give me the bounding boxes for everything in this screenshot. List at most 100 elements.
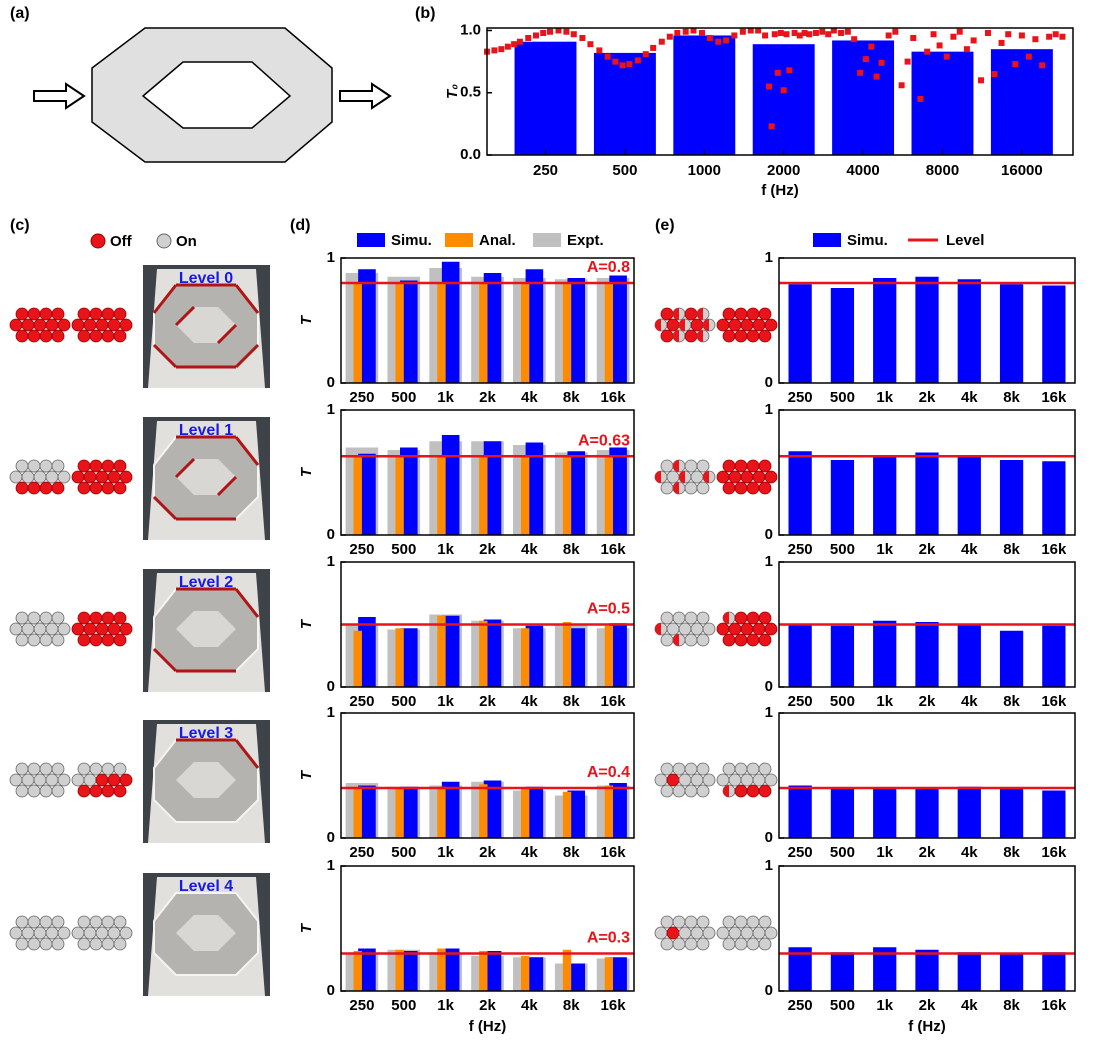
switch [95,622,109,636]
switch [95,318,109,332]
x-tick-label: 2k [479,693,496,710]
bar [400,786,418,838]
bar [562,791,572,838]
point [768,123,775,130]
legend-label: Anal. [479,232,516,249]
bar [437,615,446,687]
switch [722,762,736,776]
x-tick-label: 250 [788,389,813,406]
switch-half [723,785,729,797]
point [1005,31,1012,38]
point [587,41,594,48]
photo-switch [234,588,260,618]
switch [696,459,710,473]
switch [39,611,53,625]
x-tick-label: 250 [349,693,374,710]
switch [660,329,674,343]
switch [45,470,59,484]
switch [83,622,97,636]
x-tick-label: 2000 [767,162,800,179]
point [791,29,798,36]
switch [33,470,47,484]
switch [113,784,127,798]
switch [89,459,103,473]
x-tick-label: 500 [830,389,855,406]
switch [9,622,23,636]
x-tick-label: 16k [601,389,627,406]
plot-frame [340,409,635,536]
legend-swatch [445,233,473,247]
switch [752,622,766,636]
point [634,57,641,64]
bar [400,447,418,535]
point [1059,33,1066,40]
switch [33,318,47,332]
switch [734,459,748,473]
y-tick-label: 0 [327,374,335,391]
point [796,32,803,39]
switch [684,915,698,929]
switch [45,926,59,940]
bar [395,283,404,383]
bar [520,283,530,383]
switch [45,622,59,636]
switch [9,773,23,787]
bar [520,956,530,991]
photo-hole [176,307,236,343]
bar [437,948,446,991]
point [970,37,977,44]
point [830,27,837,34]
bar [483,441,502,535]
switch [722,481,736,495]
switch [690,622,704,636]
switch [660,937,674,951]
switch [39,784,53,798]
x-tick-label: 16k [1041,997,1067,1014]
switch [740,926,754,940]
point [690,27,697,34]
point [963,46,970,53]
switch [758,937,772,951]
switch [660,307,674,321]
bar [479,784,488,838]
point [666,33,673,40]
switch [660,611,674,625]
x-tick-label: 2k [479,997,496,1014]
switch [716,470,730,484]
switch [101,611,115,625]
bar [604,283,614,383]
plot-frame [340,561,635,688]
bar [609,623,627,687]
x-tick-label: 250 [349,389,374,406]
switch [696,633,710,647]
bar [915,452,939,535]
point [930,31,937,38]
y-tick-label: 0 [765,829,773,846]
bar [915,276,939,383]
x-tick-label: 1k [876,693,893,710]
bar [567,963,586,991]
switch [660,459,674,473]
switch [734,633,748,647]
bar [514,41,577,156]
switch-half [703,319,709,331]
bar [358,269,376,383]
switch [89,307,103,321]
point [910,34,917,41]
point [777,29,784,36]
bar [358,948,376,991]
switch [716,622,730,636]
plot-frame [340,257,635,384]
point [904,58,911,65]
x-tick-label: 4k [521,693,538,710]
switch [83,926,97,940]
bar [520,788,530,838]
bar [437,283,446,383]
point [491,47,498,54]
y-tick-label: 1 [765,704,773,721]
bar [525,625,544,687]
switch [83,318,97,332]
x-tick-label: 4k [961,693,978,710]
photo-switch [216,475,238,497]
